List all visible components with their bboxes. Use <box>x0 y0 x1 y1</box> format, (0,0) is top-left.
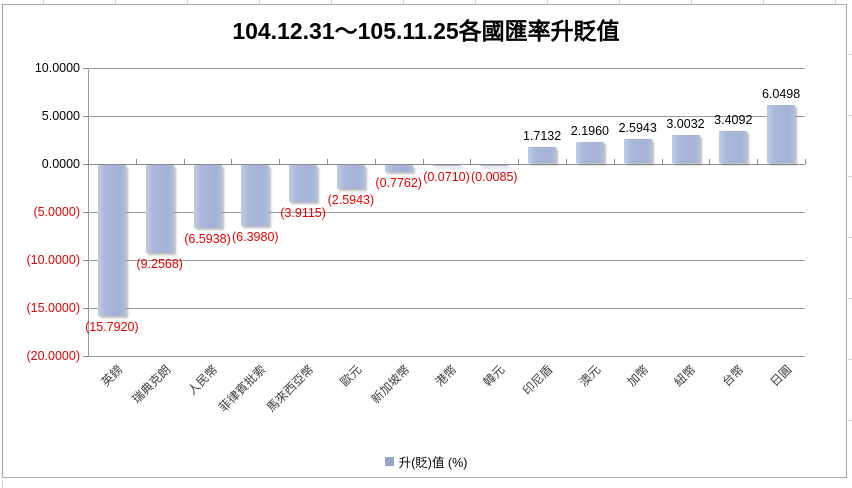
bar-value-label: 6.0498 <box>761 87 801 102</box>
x-axis-tick <box>661 158 663 164</box>
y-axis-tick <box>83 259 88 261</box>
x-axis-tick <box>805 158 806 164</box>
chart-title: 104.12.31～105.11.25各國匯率升貶值 <box>232 18 620 44</box>
spreadsheet-gridline <box>259 0 260 4</box>
y-gridline <box>88 115 805 117</box>
x-axis-tick <box>327 158 328 164</box>
spreadsheet-gridline <box>547 0 548 4</box>
bar-瑞典克朗[interactable] <box>145 164 174 254</box>
bar-加幣[interactable] <box>623 138 652 164</box>
spreadsheet-gridline <box>848 420 852 421</box>
bar-印尼盾[interactable] <box>528 147 557 164</box>
x-axis-tick <box>566 158 567 164</box>
spreadsheet-gridline <box>848 298 852 299</box>
bar-人民幣[interactable] <box>193 164 222 228</box>
spreadsheet-gridline <box>691 0 692 4</box>
x-axis-line <box>88 163 805 165</box>
chart-object-frame[interactable] <box>2 4 847 478</box>
y-axis-label: (20.0000) <box>26 348 80 363</box>
y-axis-tick <box>83 67 88 69</box>
y-axis-tick <box>83 163 88 165</box>
bar-value-label: (2.5943) <box>327 193 375 208</box>
spreadsheet-gridline <box>331 0 332 4</box>
spreadsheet-gridline <box>848 54 852 55</box>
spreadsheet-gridline <box>848 359 852 360</box>
bar-菲律賓批索[interactable] <box>241 164 270 226</box>
y-axis-line <box>88 67 89 356</box>
x-axis-tick <box>518 158 520 164</box>
spreadsheet-gridline <box>848 115 852 116</box>
bar-value-label: 3.4092 <box>714 112 753 127</box>
bar-value-label: (0.7762) <box>375 175 422 190</box>
bar-韓元[interactable] <box>480 164 509 166</box>
bar-value-label: 3.0032 <box>666 116 705 131</box>
spreadsheet-gridline <box>475 0 476 4</box>
legend-label: 升(貶)值 (%) <box>398 456 468 470</box>
spreadsheet-gridline <box>403 0 404 4</box>
y-gridline <box>88 67 805 69</box>
bar-value-label: 2.1960 <box>570 124 610 139</box>
bar-歐元[interactable] <box>336 164 365 190</box>
spreadsheet-gridline <box>115 0 116 4</box>
y-axis-label: (10.0000) <box>26 252 80 267</box>
spreadsheet-gridline <box>43 0 44 4</box>
y-axis-label: 0.0000 <box>41 156 80 171</box>
bar-馬來西亞幣[interactable] <box>289 164 318 203</box>
spreadsheet-gridline <box>848 176 852 177</box>
legend[interactable]: 升(貶)值 (%) <box>0 452 852 471</box>
bar-英鎊[interactable] <box>97 164 126 317</box>
spreadsheet-gridline <box>835 0 836 4</box>
bar-value-label: (0.0710) <box>423 170 470 184</box>
y-axis-tick <box>83 355 88 357</box>
spreadsheet-gridline <box>619 0 620 4</box>
y-axis-label: 5.0000 <box>41 108 80 123</box>
bar-台幣[interactable] <box>719 130 748 164</box>
x-axis-tick <box>279 158 281 164</box>
y-gridline <box>88 307 805 309</box>
spreadsheet-gridline <box>2 480 3 488</box>
y-axis-tick <box>83 307 88 309</box>
bar-value-label: (6.5938) <box>184 231 231 246</box>
y-axis-label: (5.0000) <box>33 204 80 219</box>
bar-value-label: (15.7920) <box>85 320 139 335</box>
y-axis-tick <box>83 211 88 213</box>
y-gridline <box>88 355 805 357</box>
x-axis-tick <box>613 158 615 164</box>
spreadsheet-gridline <box>187 0 188 4</box>
y-axis-label: (15.0000) <box>26 300 80 315</box>
x-axis-tick <box>757 158 759 164</box>
y-gridline <box>88 259 805 261</box>
spreadsheet-gridline <box>848 237 852 238</box>
bar-value-label: (3.9115) <box>280 206 326 221</box>
bar-value-label: 1.7132 <box>522 129 562 144</box>
y-axis-tick <box>83 115 88 117</box>
bar-value-label: (0.0085) <box>471 170 518 184</box>
bar-新加坡幣[interactable] <box>384 164 413 172</box>
y-axis-label: 10.0000 <box>34 60 80 75</box>
spreadsheet-gridline <box>763 0 764 4</box>
x-axis-tick <box>231 158 233 164</box>
bar-日圓[interactable] <box>767 105 796 164</box>
legend-marker-icon <box>384 457 394 466</box>
x-axis-tick <box>374 158 376 164</box>
x-axis-tick <box>88 158 89 164</box>
bar-港幣[interactable] <box>432 164 461 166</box>
x-axis-tick <box>422 158 424 164</box>
y-gridline <box>88 211 805 213</box>
bar-value-label: (9.2568) <box>136 257 183 272</box>
x-axis-tick <box>709 158 711 164</box>
bar-紐幣[interactable] <box>671 134 700 164</box>
x-axis-tick <box>470 158 472 164</box>
bar-value-label: 2.5943 <box>618 120 657 135</box>
bar-value-label: (6.3980) <box>232 229 279 244</box>
x-axis-tick <box>183 158 185 164</box>
x-axis-tick <box>135 158 137 164</box>
bar-澳元[interactable] <box>575 142 604 164</box>
